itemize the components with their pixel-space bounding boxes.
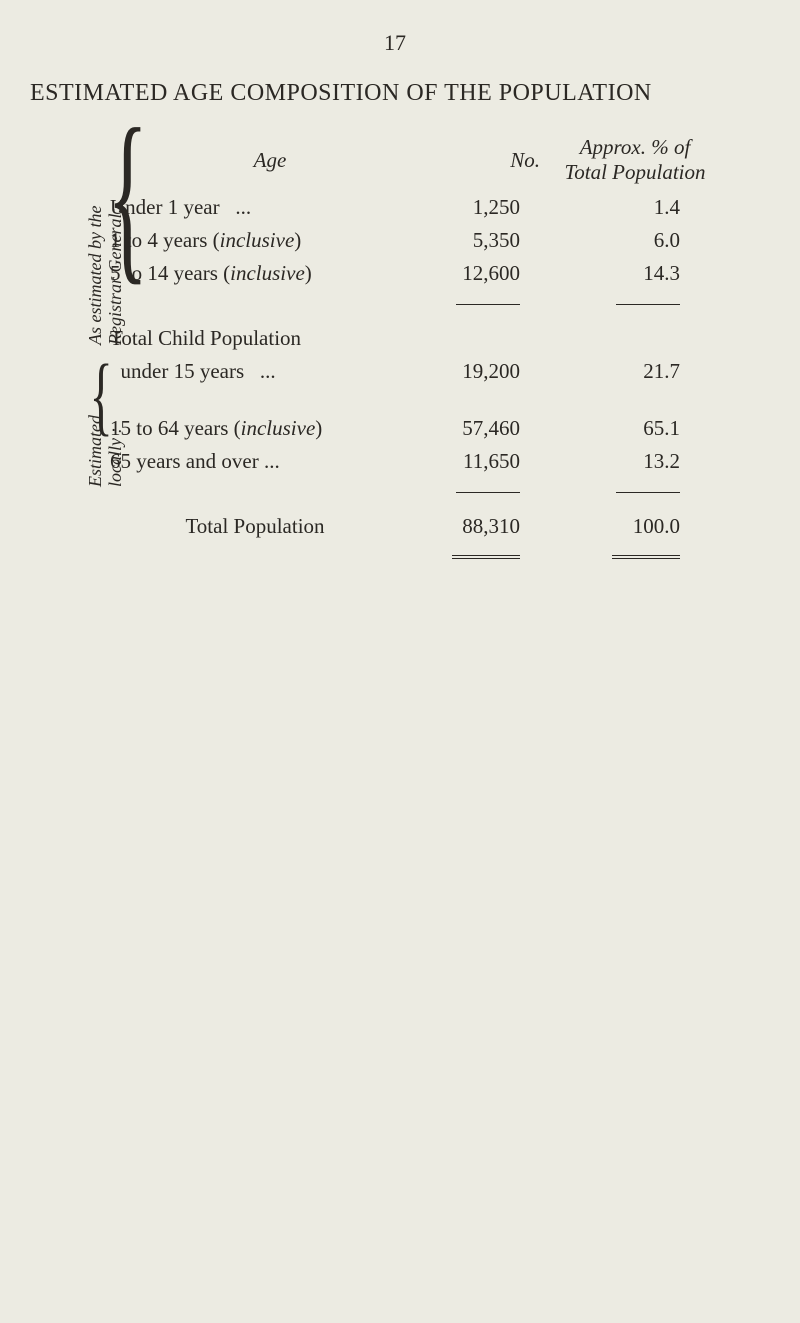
hr-icon [456,304,520,305]
age-text: under 15 years [121,359,245,383]
table-row: 5 to 14 years (inclusive) 12,600 14.3 [100,257,720,290]
age-post: ) [294,228,301,252]
cell-no: 11,650 [400,445,550,478]
table-row: 15 to 64 years (inclusive) 57,460 65.1 [100,412,720,445]
table-row: 1 to 4 years (inclusive) 5,350 6.0 [100,224,720,257]
cell-age: 15 to 64 years (inclusive) [100,412,400,445]
rule-cell [400,290,550,310]
cell-pct: 100.0 [550,510,720,543]
cell-age: under 15 years ... [100,355,400,388]
double-rule-icon [612,555,680,559]
age-post: ) [315,416,322,440]
hr-icon [456,492,520,493]
cell-pct: 6.0 [550,224,720,257]
col-header-pct-l1: Approx. % of [580,135,691,159]
age-text: 65 years and over [110,449,259,473]
rule-cell [400,543,550,563]
cell-age: 65 years and over ... [100,445,400,478]
rule-cell [550,478,720,498]
rule-row [100,478,720,498]
table-header-row: Age No. Approx. % of Total Population [100,135,720,191]
age-pre: 15 to 64 years ( [110,416,241,440]
page: 17 ESTIMATED AGE COMPOSITION OF THE POPU… [0,0,800,1323]
age-post: ) [305,261,312,285]
cell-no: 12,600 [400,257,550,290]
double-rule-icon [452,555,520,559]
age-italic: inclusive [241,416,316,440]
cell-no: 19,200 [400,355,550,388]
cell-pct: 1.4 [550,191,720,224]
cell-no: 5,350 [400,224,550,257]
cell-pct: 14.3 [550,257,720,290]
table-area: { { Age No. Approx. % of Total Populatio… [100,135,750,563]
rule-cell [550,290,720,310]
cell-no: 57,460 [400,412,550,445]
col-header-no: No. [400,135,550,191]
table-row: Under 1 year ... 1,250 1.4 [100,191,720,224]
table-row-total: Total Population 88,310 100.0 [100,510,720,543]
cell-pct: 13.2 [550,445,720,478]
hr-icon [616,492,680,493]
cell-pct: 65.1 [550,412,720,445]
table-row: under 15 years ... 19,200 21.7 [100,355,720,388]
cell-no: 88,310 [400,510,550,543]
brace-icon: { [90,356,113,435]
table-row: 65 years and over ... 11,650 13.2 [100,445,720,478]
content-wrap: As estimated by the Registrar General: E… [100,135,750,563]
brace-icon: { [107,111,148,282]
col-header-pct: Approx. % of Total Population [550,135,720,191]
col-header-pct-l2: Total Population [564,160,705,184]
rule-row [100,543,720,563]
cell-no: 1,250 [400,191,550,224]
cell-age: Total Child Population [100,322,400,355]
cell-age: Total Population [100,510,400,543]
rule-cell [400,478,550,498]
age-italic: inclusive [230,261,305,285]
hr-icon [616,304,680,305]
page-number: 17 [40,30,750,56]
age-italic: inclusive [220,228,295,252]
table-row: Total Child Population [100,322,720,355]
rule-row [100,290,720,310]
population-table: Age No. Approx. % of Total Population Un… [100,135,720,563]
cell-pct: 21.7 [550,355,720,388]
rule-cell [550,543,720,563]
